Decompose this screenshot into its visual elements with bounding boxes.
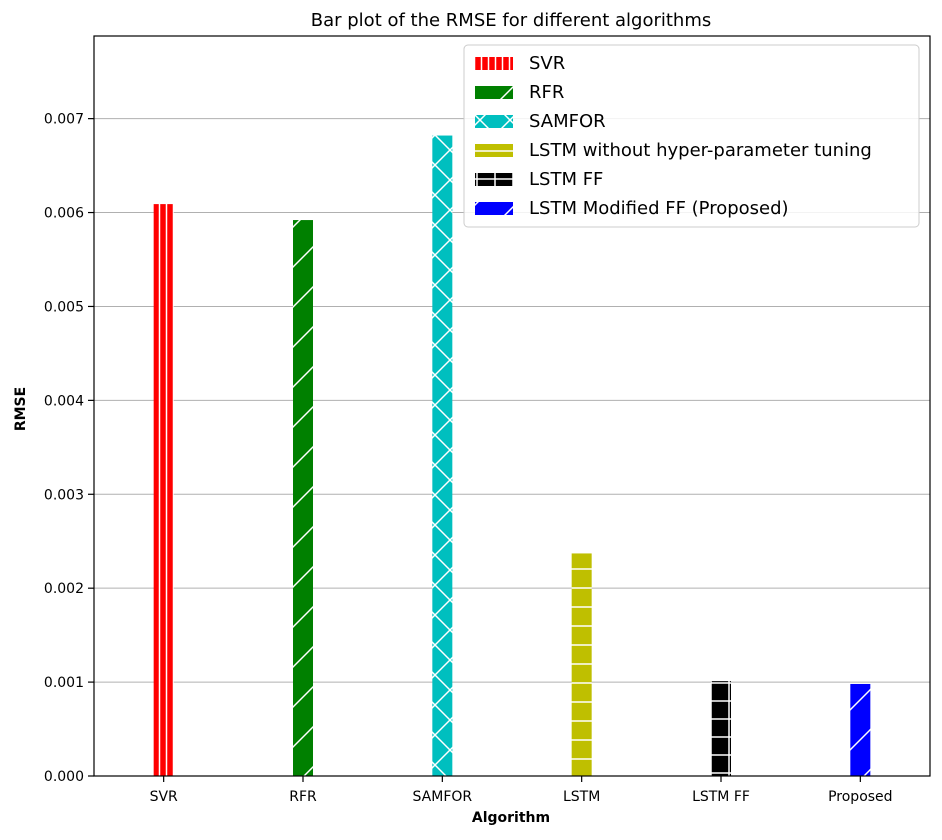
bar-svr	[153, 204, 174, 777]
x-tick-label: SAMFOR	[413, 789, 473, 805]
x-tick-label: LSTM	[563, 789, 600, 805]
bars	[153, 135, 871, 777]
bar-samfor	[432, 135, 453, 776]
bar-lstm-ff	[711, 681, 731, 776]
legend-box	[463, 44, 920, 228]
legend-label: LSTM FF	[529, 169, 603, 190]
legend-label: RFR	[529, 82, 564, 103]
legend-swatch	[475, 144, 513, 157]
legend-swatch	[475, 115, 513, 128]
x-ticks: SVR RFR SAMFOR LSTM LSTM FF Proposed	[150, 776, 893, 805]
bar-rfr	[293, 220, 313, 776]
x-tick-label: Proposed	[828, 789, 892, 805]
y-tick-label: 0.006	[44, 206, 84, 222]
y-tick-label: 0.002	[44, 581, 84, 597]
y-tick-label: 0.000	[44, 769, 84, 785]
legend-label: LSTM without hyper-parameter tuning	[529, 140, 872, 161]
x-tick-label: SVR	[150, 789, 178, 805]
y-axis-label: RMSE	[13, 387, 29, 431]
legend-label: SAMFOR	[529, 111, 606, 132]
plot-frame	[93, 35, 931, 777]
chart-title: Bar plot of the RMSE for different algor…	[311, 10, 712, 31]
x-tick-label: LSTM FF	[692, 789, 750, 805]
bar-lstm	[571, 553, 592, 776]
legend-swatch	[475, 86, 513, 99]
legend-swatch	[475, 173, 513, 186]
y-tick-label: 0.003	[44, 487, 84, 503]
y-ticks: 0.000 0.001 0.002 0.003 0.004 0.005 0.006 0.007	[44, 112, 94, 785]
y-tick-label: 0.005	[44, 299, 84, 315]
legend-swatch	[475, 57, 513, 70]
legend: SVR RFR SAMFOR LSTM without hyper-parameter…	[463, 44, 920, 228]
bar-proposed	[850, 683, 871, 776]
x-axis-label: Algorithm	[472, 810, 550, 826]
x-tick-label: RFR	[289, 789, 317, 805]
y-tick-label: 0.007	[44, 112, 84, 128]
legend-label: LSTM Modified FF (Proposed)	[529, 198, 789, 219]
legend-label: SVR	[529, 53, 565, 74]
y-tick-label: 0.001	[44, 675, 84, 691]
y-tick-label: 0.004	[44, 393, 84, 409]
legend-swatch	[475, 202, 513, 215]
